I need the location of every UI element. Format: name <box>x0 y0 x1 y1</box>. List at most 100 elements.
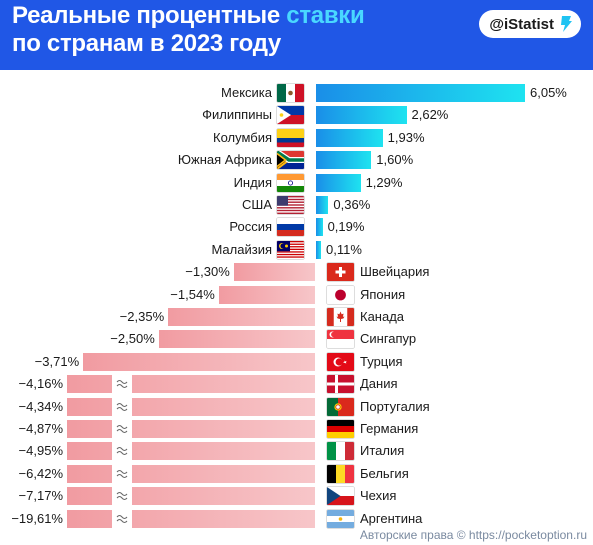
country-label: Россия <box>229 219 272 235</box>
country-label: Канада <box>360 309 405 324</box>
brand-badge[interactable]: @iStatist <box>479 10 581 38</box>
chart-row: −7,17% Чехия <box>0 485 593 507</box>
chart-row: −6,42% Бельгия <box>0 463 593 485</box>
bar-value-label: −4,87% <box>18 421 63 436</box>
chart-row: −4,16% Дания <box>0 373 593 395</box>
chart-row: 0,19% Россия <box>0 216 593 238</box>
belgium-flag-icon <box>327 464 354 483</box>
russia-flag-icon <box>277 218 304 237</box>
country-label: США <box>242 197 272 212</box>
chart-row: 2,62% Филиппины <box>0 104 593 126</box>
country-label: Южная Африка <box>177 152 272 168</box>
chart-row: −4,87% Германия <box>0 418 593 440</box>
header: Реальные процентные ставки по странам в … <box>0 0 593 70</box>
singapore-flag-icon <box>327 330 354 349</box>
negative-bar <box>67 375 315 394</box>
bar-value-label: −1,30% <box>185 264 230 280</box>
country-label: Бельгия <box>360 465 409 481</box>
usa-flag-icon <box>277 196 304 214</box>
country-label: Чехия <box>360 488 397 504</box>
switzerland-flag-icon <box>327 263 354 282</box>
country-label: Индия <box>233 174 272 190</box>
negative-bar <box>168 308 315 326</box>
negative-bar <box>67 509 315 528</box>
country-label: Италия <box>360 443 405 459</box>
india-flag-icon <box>277 173 304 192</box>
title-accent: ставки <box>286 2 365 29</box>
bar-value-label: 1,93% <box>387 129 425 145</box>
canada-flag-icon <box>327 308 354 326</box>
country-label: Дания <box>360 376 398 392</box>
country-label: Аргентина <box>360 510 423 526</box>
axis-break-icon <box>112 442 132 461</box>
malaysia-flag-icon <box>277 240 304 259</box>
bar-value-label: −7,17% <box>18 488 63 504</box>
positive-bar <box>316 240 321 259</box>
axis-break-icon <box>112 397 132 416</box>
chart-row: 0,11% Малайзия <box>0 239 593 261</box>
brand-label: @iStatist <box>489 15 554 33</box>
copyright-footer: Авторские права © https://pocketoption.r… <box>359 528 587 542</box>
czechia-flag-icon <box>327 487 354 506</box>
page-title-line2: по странам в 2023 году <box>12 30 281 57</box>
bar-value-label: 0,36% <box>333 197 371 212</box>
turkey-flag-icon <box>327 352 354 371</box>
negative-bar <box>158 330 315 349</box>
chart-row: 1,93% Колумбия <box>0 127 593 149</box>
chart-row: −19,61% Аргентина <box>0 508 593 530</box>
chart-row: −4,34% Португалия <box>0 396 593 418</box>
country-label: Япония <box>360 286 406 302</box>
japan-flag-icon <box>327 285 354 304</box>
axis-break-icon <box>112 487 132 506</box>
bar-value-label: −19,61% <box>11 510 63 526</box>
colombia-flag-icon <box>277 128 304 147</box>
country-label: Филиппины <box>202 107 272 123</box>
chart-row: 6,05% Мексика <box>0 82 593 104</box>
chart-row: −1,54% Япония <box>0 284 593 306</box>
positive-bar <box>316 84 525 102</box>
argentina-flag-icon <box>327 509 354 528</box>
germany-flag-icon <box>327 420 354 438</box>
country-label: Сингапур <box>360 331 417 347</box>
bar-value-label: −4,16% <box>18 376 63 392</box>
bar-value-label: 0,19% <box>327 219 365 235</box>
bar-value-label: −4,34% <box>18 398 63 414</box>
portugal-flag-icon <box>327 397 354 416</box>
country-label: Португалия <box>360 398 430 414</box>
negative-bar <box>83 352 315 371</box>
bar-value-label: −3,71% <box>34 353 80 369</box>
axis-break-icon <box>112 509 132 528</box>
bar-value-label: 0,11% <box>326 241 362 257</box>
positive-bar <box>316 218 323 237</box>
axis-break-icon <box>112 464 132 483</box>
positive-bar <box>316 196 329 214</box>
bar-value-label: 2,62% <box>411 107 449 123</box>
chart-panel: 6,05% Мексика 2,62% Филиппины 1,93% Колумбия 1… <box>0 70 593 545</box>
positive-bar <box>316 151 372 170</box>
bar-value-label: 1,60% <box>376 152 414 168</box>
negative-bar <box>67 464 315 483</box>
title-prefix: Реальные процентные <box>12 2 280 29</box>
positive-bar <box>316 173 361 192</box>
south-africa-flag-icon <box>277 151 304 170</box>
page-title-line1: Реальные процентные ставки <box>12 2 365 30</box>
italy-flag-icon <box>327 442 354 461</box>
chart-row: 1,29% Индия <box>0 172 593 194</box>
country-label: Швейцария <box>360 264 430 280</box>
bar-value-label: 6,05% <box>530 85 567 100</box>
axis-break-icon <box>112 375 132 394</box>
denmark-flag-icon <box>327 375 354 394</box>
chart-row: −4,95% Италия <box>0 440 593 462</box>
negative-bar <box>218 285 315 304</box>
bar-value-label: −2,50% <box>110 331 155 347</box>
negative-bar <box>67 420 315 438</box>
bar-value-label: −4,95% <box>18 443 63 459</box>
negative-bar <box>233 263 315 282</box>
axis-break-icon <box>112 420 132 438</box>
positive-bar <box>316 128 383 147</box>
country-label: Мексика <box>220 85 272 100</box>
brand-logo-icon <box>561 16 572 32</box>
country-label: Колумбия <box>213 129 272 145</box>
chart-row: −2,50% Сингапур <box>0 328 593 350</box>
negative-bar <box>67 397 315 416</box>
